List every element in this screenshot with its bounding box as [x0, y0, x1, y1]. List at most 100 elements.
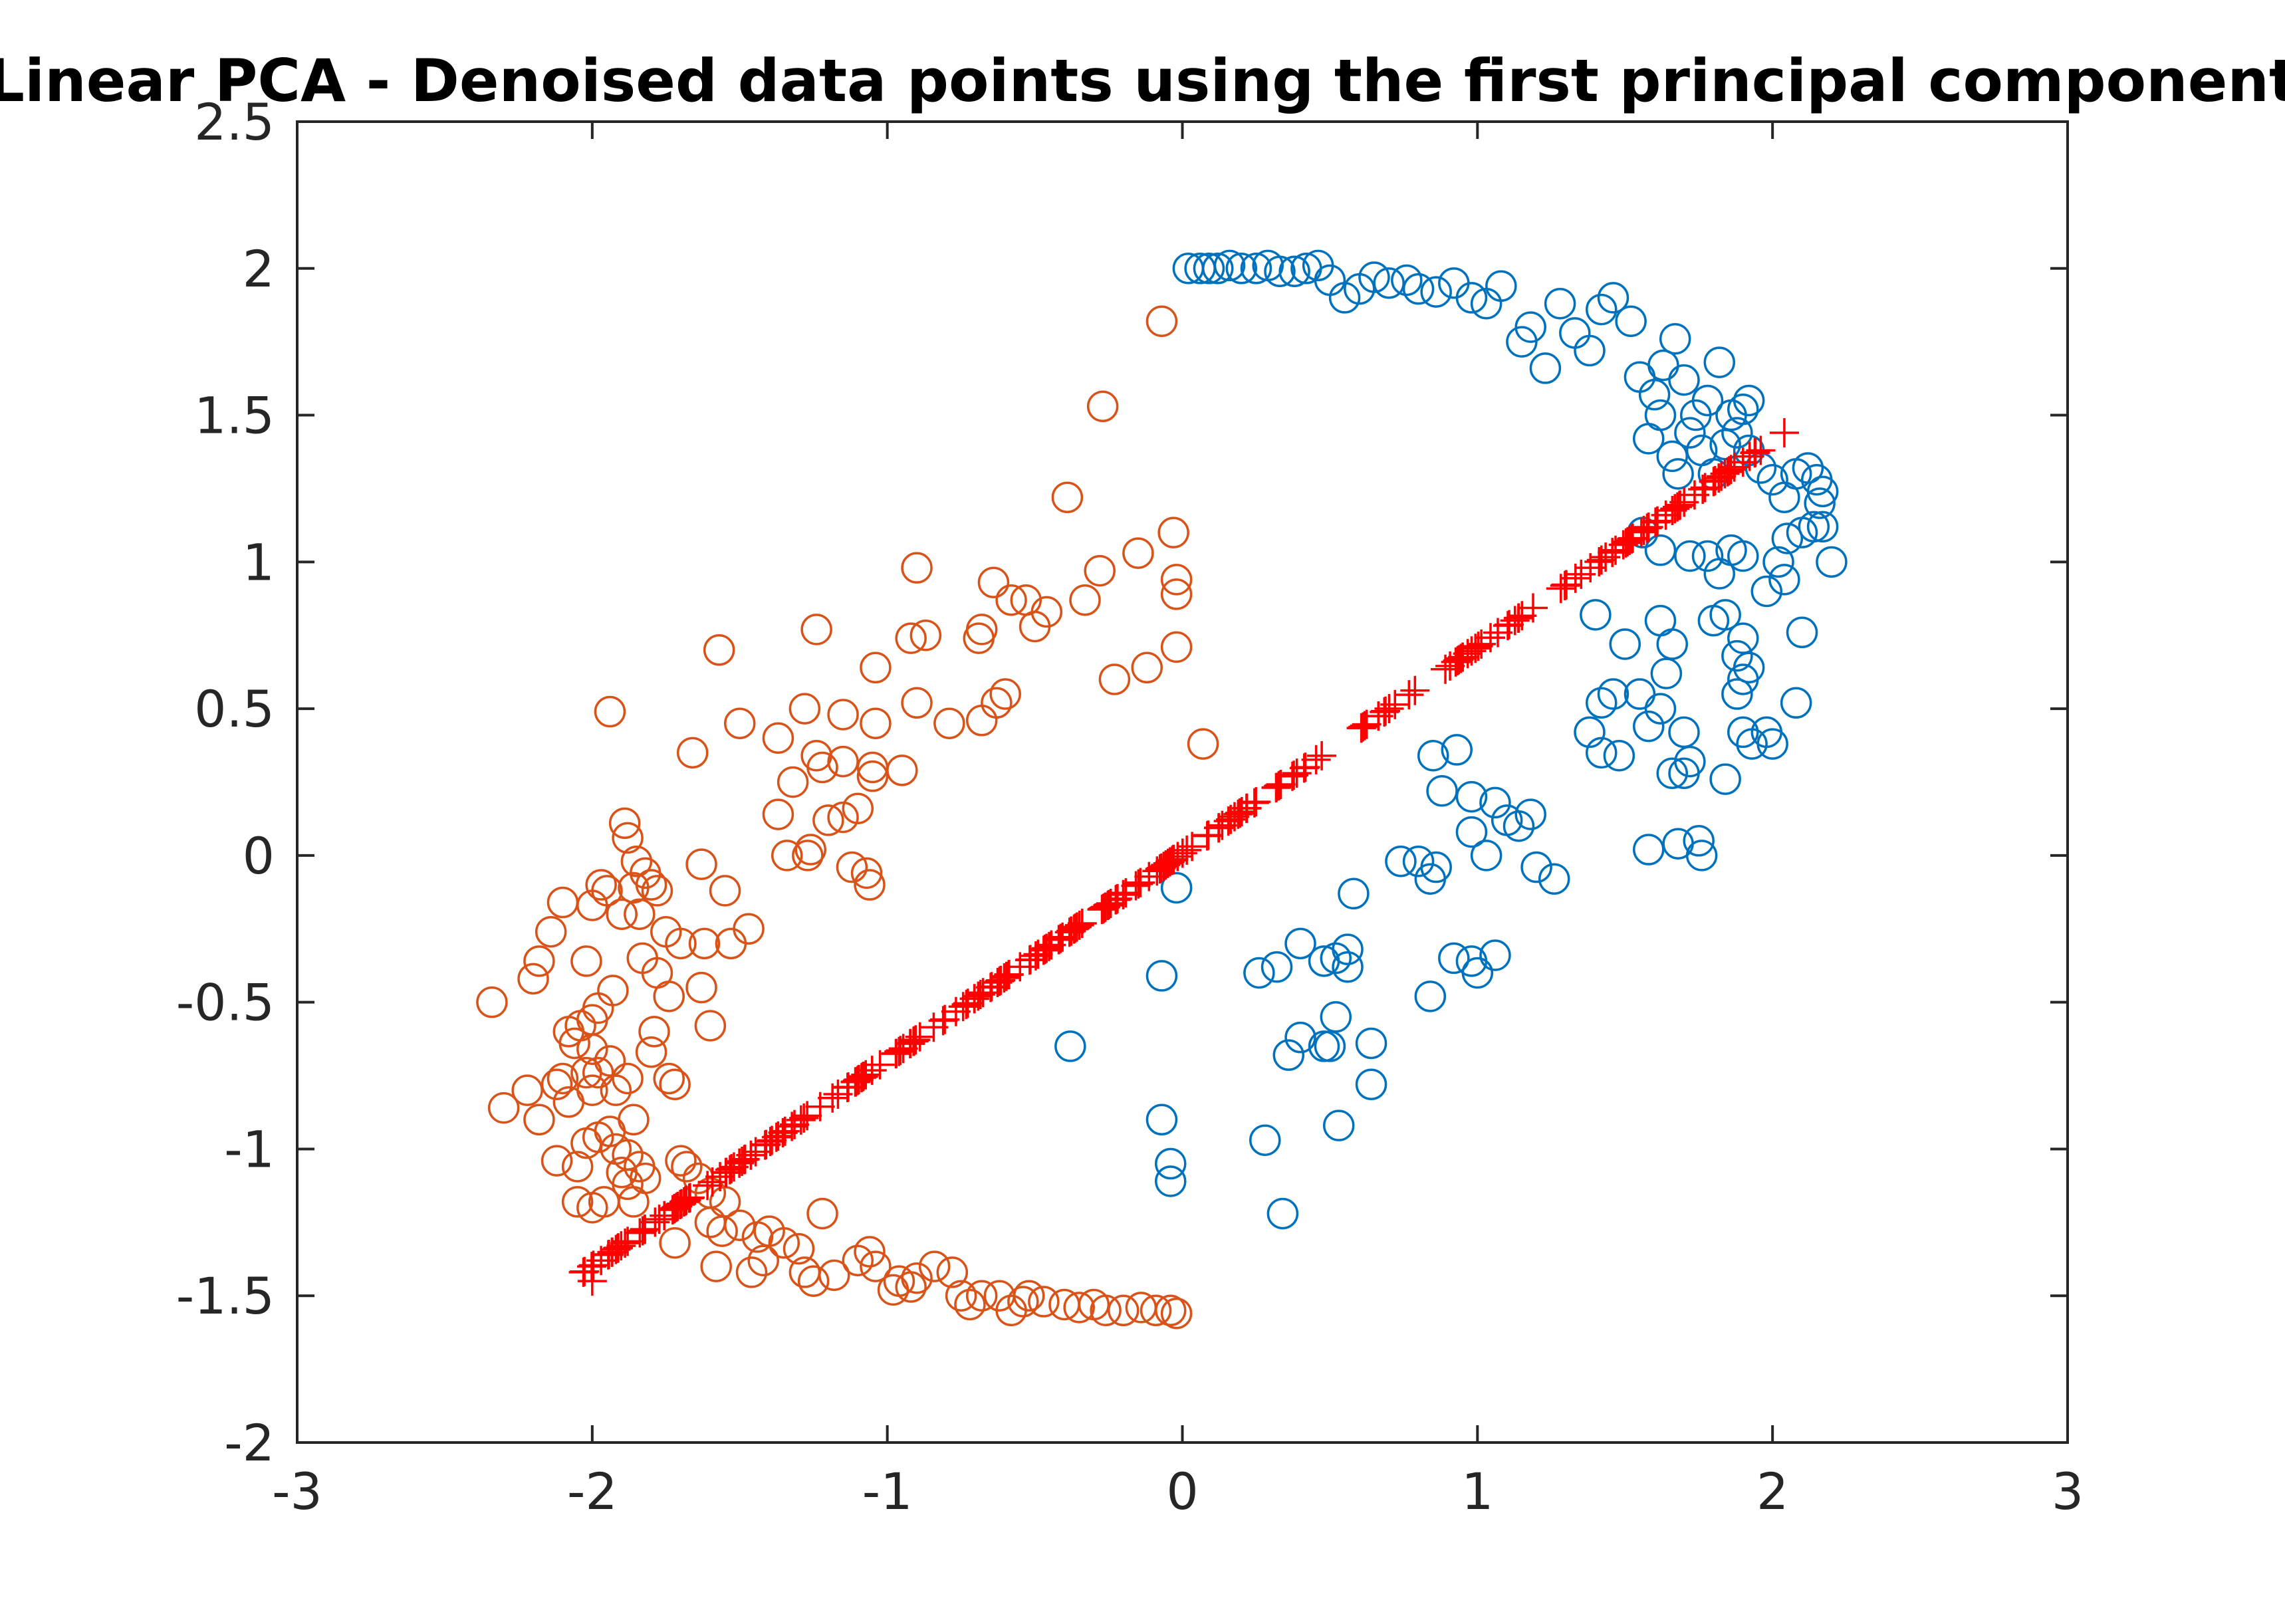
denoised-point: [1346, 713, 1376, 743]
class2-data-point: [918, 1250, 951, 1282]
denoised-point: [1657, 495, 1687, 525]
denoised-point: [1056, 916, 1086, 946]
class1-data-point: [1786, 616, 1818, 649]
class1-data-point: [1647, 349, 1679, 382]
class2-data-point: [788, 693, 821, 725]
class2-data-point: [1086, 390, 1119, 423]
denoised-point: [1374, 694, 1404, 723]
class1-data-point: [1697, 604, 1730, 637]
denoised-point: [1591, 542, 1621, 572]
class2-data-point: [700, 1250, 732, 1282]
denoised-point: [1769, 418, 1799, 448]
class2-data-point: [594, 695, 626, 728]
denoised-point: [1576, 553, 1606, 583]
class2-data-point: [792, 840, 824, 871]
class2-data-point: [724, 707, 756, 739]
denoised-point: [1172, 835, 1202, 865]
class2-data-point: [685, 971, 717, 1004]
x-tick-label: 1: [1461, 1462, 1493, 1521]
denoised-point: [1633, 512, 1663, 542]
class2-data-point: [854, 1236, 886, 1268]
class2-data-point: [1140, 1294, 1172, 1327]
class2-data-point: [570, 945, 602, 977]
class2-data-point: [860, 651, 892, 684]
class2-data-point: [901, 687, 933, 719]
class2-data-point: [724, 1209, 756, 1241]
class2-data-point: [954, 1288, 986, 1321]
denoised-point: [968, 978, 998, 1008]
denoised-point: [1203, 813, 1233, 843]
class1-data-point: [1455, 816, 1488, 848]
denoised-point: [1108, 879, 1138, 909]
class2-data-point: [827, 801, 859, 834]
class2-data-point: [688, 927, 721, 960]
class2-data-point: [777, 766, 809, 798]
class2-data-point: [747, 1244, 780, 1276]
class1-data-point: [1585, 293, 1618, 326]
class2-data-point: [535, 915, 567, 948]
class2-data-point: [1013, 1280, 1045, 1312]
class2-data-point: [1160, 564, 1193, 596]
class2-data-point: [909, 619, 942, 651]
class2-data-point: [1007, 1286, 1039, 1318]
class1-data-point: [1322, 1109, 1355, 1141]
class2-data-point: [541, 1068, 573, 1101]
denoised-point: [603, 1233, 633, 1263]
class1-data-point: [1249, 1124, 1281, 1156]
class2-data-point: [842, 792, 874, 824]
class1-data-point: [1402, 273, 1435, 305]
class1-data-point: [1145, 960, 1178, 992]
class1-data-point: [1225, 253, 1258, 285]
class1-data-point: [1585, 737, 1618, 769]
class1-data-point: [1385, 845, 1417, 877]
class2-data-point: [653, 1062, 685, 1095]
class2-data-point: [860, 1250, 892, 1282]
class1-data-point: [1771, 522, 1804, 554]
class1-data-point: [1243, 957, 1275, 989]
class2-data-point: [1063, 1292, 1095, 1324]
denoised-point: [761, 1122, 791, 1152]
class2-data-point: [608, 807, 641, 840]
class2-data-point: [624, 898, 656, 930]
class1-data-point: [1585, 687, 1618, 719]
class1-data-point: [1756, 728, 1788, 760]
class1-data-point: [1261, 951, 1293, 983]
class1-data-point: [1514, 798, 1546, 830]
class2-data-point: [612, 1168, 644, 1201]
class2-data-point: [576, 1033, 608, 1066]
class2-data-point: [762, 722, 794, 754]
class1-data-point: [1514, 311, 1546, 343]
class2-data-point: [703, 634, 735, 666]
x-tick-label: 0: [1166, 1462, 1198, 1521]
denoised-point: [1290, 753, 1320, 782]
class1-data-point: [1414, 863, 1447, 895]
class1-data-point: [1615, 305, 1647, 338]
class2-data-point: [977, 566, 1010, 598]
denoised-point: [1192, 821, 1222, 851]
y-tick-label: 0: [243, 826, 275, 885]
denoised-point: [865, 1050, 895, 1080]
denoised-point: [1618, 523, 1647, 553]
class1-data-point: [1644, 399, 1677, 431]
denoised-point: [1261, 772, 1291, 802]
class2-data-point: [638, 1016, 670, 1048]
denoised-point: [1546, 574, 1576, 604]
class2-data-point: [541, 1145, 573, 1177]
denoised-point: [1151, 850, 1181, 880]
class2-data-point: [570, 1056, 602, 1089]
class2-data-point: [797, 1265, 830, 1297]
class2-data-point: [860, 707, 892, 739]
class2-data-point: [585, 869, 617, 901]
denoised-point: [1746, 435, 1776, 465]
y-tick-label: 0.5: [194, 679, 275, 739]
denoised-point: [780, 1109, 809, 1139]
class1-data-point: [1662, 458, 1694, 490]
class1-data-point: [1213, 249, 1246, 282]
class1-data-point: [1691, 540, 1724, 572]
class2-data-point: [511, 1074, 543, 1106]
denoised-point: [1660, 494, 1690, 524]
denoised-point: [1394, 680, 1424, 710]
denoised-point: [818, 1083, 848, 1113]
